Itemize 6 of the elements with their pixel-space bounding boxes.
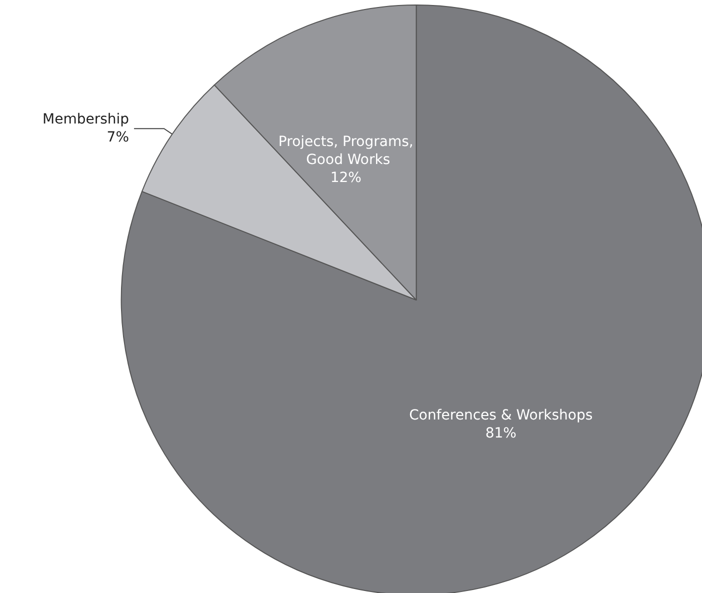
- data-label: 81%: [485, 425, 516, 442]
- slice-label: Projects, Programs, Good Works: [278, 134, 414, 168]
- slice-label: Conferences & Workshops: [409, 407, 593, 424]
- slice-label: Membership: [42, 112, 130, 128]
- data-label: 7%: [106, 130, 130, 146]
- data-label: 12%: [330, 170, 362, 186]
